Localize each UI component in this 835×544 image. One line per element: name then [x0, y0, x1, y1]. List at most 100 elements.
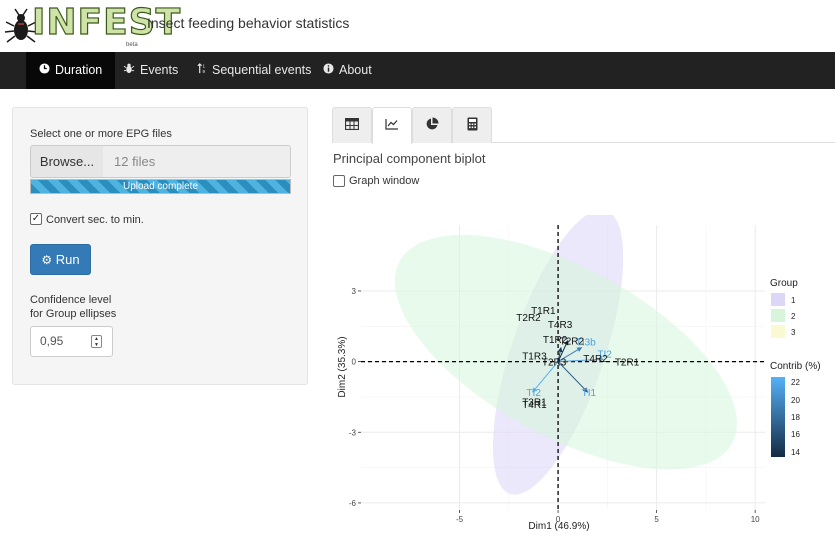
y-tick-label: 3 [352, 287, 357, 296]
contrib-tick-22: 22 [791, 378, 800, 387]
legend-label-3: 3 [791, 328, 796, 337]
variable-label: TI3b [576, 337, 596, 348]
x-axis-label: Dim1 (46.9%) [528, 521, 589, 532]
bug-icon [123, 53, 135, 90]
y-tick-label: -6 [349, 499, 357, 508]
calculator-icon [467, 117, 477, 131]
infest-logo: INFEST beta [4, 1, 181, 48]
plot-axes: -5 0 5 10 -6 -3 0 3 [349, 287, 760, 524]
individual-label: T2R3 [542, 358, 567, 369]
legend-swatch-2 [771, 309, 785, 322]
contrib-tick-20: 20 [791, 396, 800, 405]
reference-lines [361, 225, 765, 510]
contrib-tick-18: 18 [791, 413, 800, 422]
variable-arrow [557, 346, 563, 362]
x-tick-label: 5 [654, 515, 659, 524]
browse-button[interactable]: Browse... [30, 145, 104, 178]
y-tick-label: -3 [349, 428, 357, 437]
tab-chart[interactable] [372, 107, 412, 144]
individual-label: T4R3 [548, 320, 573, 331]
svg-text:9: 9 [202, 69, 205, 74]
group-legend: Group 1 2 3 [770, 278, 798, 338]
variable-arrow [557, 339, 569, 362]
line-chart-icon [385, 119, 398, 130]
individual-label: T2R2 [560, 336, 585, 347]
x-tick-label: -5 [456, 515, 464, 524]
confidence-input[interactable]: 0,95 ▲ ▼ [30, 326, 113, 357]
individual-label: T4R2 [583, 354, 608, 365]
run-label: Run [55, 252, 80, 267]
variable-label: TI1 [582, 388, 597, 399]
x-tick-label: 0 [556, 515, 561, 524]
nav-label: About [339, 63, 372, 77]
individual-label: T4R1 [522, 400, 547, 411]
legend-swatch-3 [771, 325, 785, 338]
sidebar-panel: Select one or more EPG files Browse... 1… [12, 107, 308, 385]
graph-window-label: Graph window [349, 175, 420, 187]
nav-item-about[interactable]: About [310, 52, 385, 89]
variable-label: TI2 [526, 388, 541, 399]
run-button[interactable]: ⚙ Run [30, 244, 91, 275]
nav-label: Events [140, 63, 179, 77]
convert-label: Convert sec. to min. [46, 214, 144, 226]
tab-calculator[interactable] [452, 107, 492, 143]
bug-logo-icon [4, 8, 38, 43]
legend-label-1: 1 [791, 296, 796, 305]
variable-arrow [557, 347, 583, 363]
individual-label: T1R1 [531, 306, 556, 317]
variable-arrow [557, 361, 588, 393]
individual-label: T1R2 [543, 335, 568, 346]
contrib-tick-14: 14 [791, 448, 800, 457]
nav-item-events[interactable]: Events [110, 52, 191, 89]
convert-checkbox[interactable]: ✓ [30, 213, 42, 225]
tab-table[interactable] [332, 107, 372, 143]
upload-status: Upload complete [122, 181, 199, 192]
y-tick-label: 0 [352, 358, 357, 367]
nav-item-duration[interactable]: Duration [26, 52, 116, 90]
legend-label-2: 2 [791, 312, 796, 321]
file-input-label: Select one or more EPG files [30, 128, 172, 140]
y-axis-label: Dim2 (35.3%) [337, 336, 348, 397]
run-icon: ⚙ [41, 253, 53, 267]
graph-window-checkbox[interactable] [333, 175, 345, 187]
logo-beta: beta [126, 42, 138, 48]
legend-swatch-1 [771, 293, 785, 306]
nav-label: Sequential events [212, 63, 312, 77]
logo-text: INFEST [31, 1, 182, 43]
tab-pie[interactable] [412, 107, 452, 143]
info-icon [323, 53, 334, 90]
contrib-colorbar [771, 377, 785, 457]
app-title: Insect feeding behavior statistics [147, 15, 350, 31]
x-tick-label: 10 [751, 515, 760, 524]
confidence-value: 0,95 [40, 334, 64, 348]
confidence-label-line2: for Group ellipses [30, 308, 117, 320]
file-name-field: 12 files [103, 145, 291, 178]
clock-icon [39, 53, 50, 90]
contrib-legend: Contrib (%) 22 20 18 16 14 [770, 361, 821, 457]
upload-progress-bar: Upload complete [30, 179, 291, 194]
number-spinner[interactable]: ▲ ▼ [91, 335, 102, 348]
group-ellipse-2 [394, 234, 737, 470]
nav-label: Duration [55, 63, 103, 77]
contrib-legend-title: Contrib (%) [770, 361, 821, 372]
variable-label: TI2 [597, 349, 612, 360]
app-header: INFEST beta Insect feeding behavior stat… [0, 0, 835, 52]
individual-label: T2R2 [516, 313, 541, 324]
svg-text:1: 1 [202, 64, 205, 69]
individual-label: T3R1 [522, 398, 547, 409]
output-tabs [332, 107, 835, 144]
table-icon [344, 117, 360, 131]
variable-arrow [532, 361, 559, 393]
confidence-label-line1: Confidence level [30, 294, 112, 306]
individual-label: T1R3 [522, 352, 547, 363]
pie-chart-icon [426, 117, 439, 130]
group-legend-title: Group [770, 278, 798, 289]
individual-label: T2R1 [615, 358, 640, 369]
contrib-tick-16: 16 [791, 430, 800, 439]
